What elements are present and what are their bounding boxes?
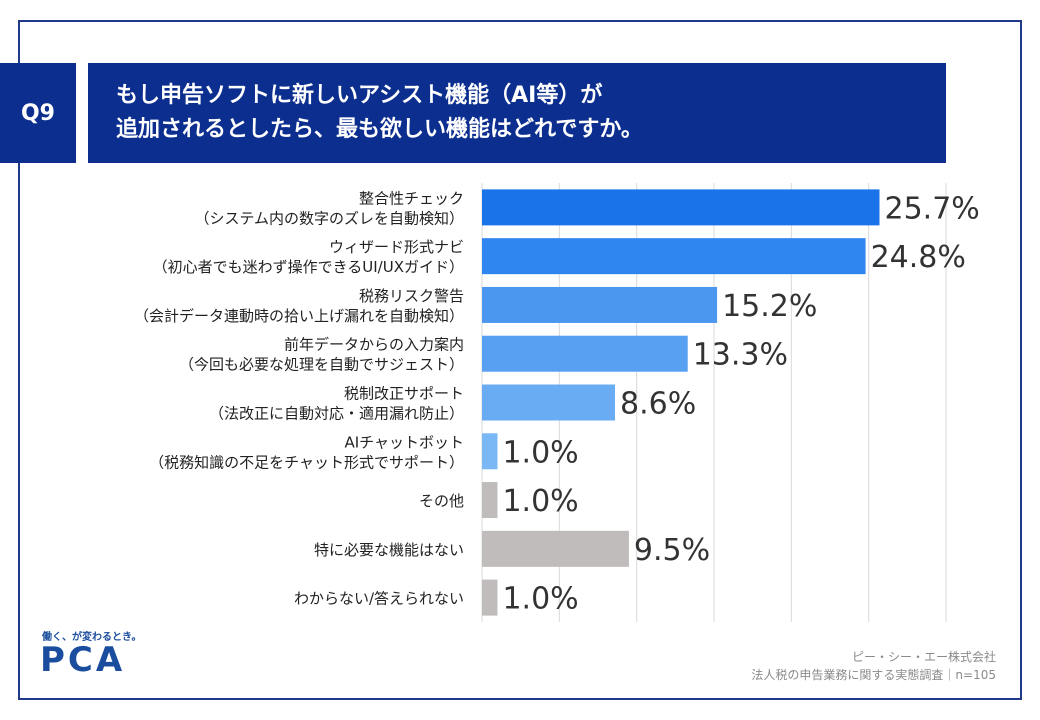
bar bbox=[482, 384, 616, 421]
category-label: 税制改正サポート bbox=[344, 385, 464, 403]
category-label: （法改正に自動対応・適用漏れ防止） bbox=[209, 405, 464, 423]
data-label: 1.0% bbox=[502, 484, 578, 519]
category-label: 税務リスク警告 bbox=[359, 287, 464, 305]
chart-frame bbox=[18, 20, 1022, 700]
category-label: （システム内の数字のズレを自動検知） bbox=[194, 209, 464, 227]
question-title: もし申告ソフトに新しいアシスト機能（AI等）が 追加されるとしたら、最も欲しい機… bbox=[88, 63, 946, 163]
data-label: 9.5% bbox=[634, 533, 710, 568]
source-note: ピー・シー・エー株式会社 法人税の申告業務に関する実態調査｜n=105 bbox=[751, 648, 996, 684]
bar bbox=[482, 335, 688, 372]
data-label: 13.3% bbox=[693, 338, 788, 373]
source-company: ピー・シー・エー株式会社 bbox=[851, 650, 996, 664]
bar bbox=[482, 482, 498, 519]
category-label: （今回も必要な処理を自動でサジェスト） bbox=[179, 356, 464, 374]
bar bbox=[482, 189, 880, 226]
source-survey: 法人税の申告業務に関する実態調査｜n=105 bbox=[751, 668, 996, 682]
data-label: 1.0% bbox=[502, 435, 578, 470]
data-label: 15.2% bbox=[722, 289, 817, 324]
data-label: 1.0% bbox=[502, 582, 578, 617]
question-title-line-1: もし申告ソフトに新しいアシスト機能（AI等）が bbox=[116, 83, 603, 108]
category-label: （税務知識の不足をチャット形式でサポート） bbox=[149, 453, 464, 471]
category-label: 整合性チェック bbox=[359, 189, 464, 207]
bar bbox=[482, 530, 629, 567]
data-label: 25.7% bbox=[884, 191, 979, 226]
category-label: 前年データからの入力案内 bbox=[284, 336, 464, 354]
category-label: その他 bbox=[419, 492, 464, 510]
question-number: Q9 bbox=[0, 63, 76, 163]
bar bbox=[482, 238, 866, 275]
category-label: ウィザード形式ナビ bbox=[329, 238, 464, 256]
category-label: AIチャットボット bbox=[344, 433, 464, 451]
bar bbox=[482, 579, 498, 616]
pca-logo: PCA bbox=[40, 640, 126, 680]
logo-tagline: 働く、が変わるとき。 bbox=[42, 632, 142, 643]
category-label: わからない/答えられない bbox=[294, 590, 464, 608]
bar bbox=[482, 433, 498, 470]
question-title-line-2: 追加されるとしたら、最も欲しい機能はどれですか。 bbox=[116, 117, 643, 142]
category-label: （初心者でも迷わず操作できるUI/UXガイド） bbox=[153, 258, 464, 276]
bar bbox=[482, 286, 718, 323]
category-label: （会計データ連動時の拾い上げ漏れを自動検知） bbox=[134, 307, 464, 325]
category-label: 特に必要な機能はない bbox=[314, 541, 464, 559]
data-label: 24.8% bbox=[871, 240, 966, 275]
data-label: 8.6% bbox=[620, 387, 696, 422]
